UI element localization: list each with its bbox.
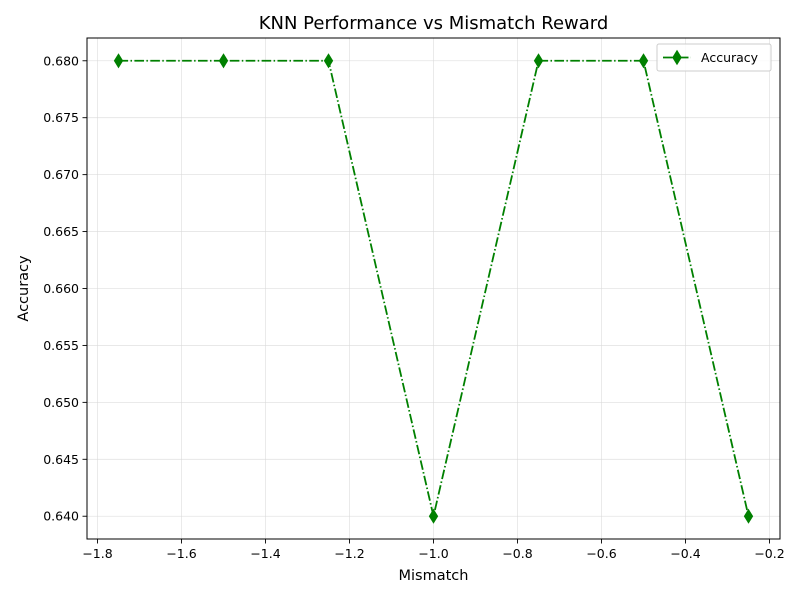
y-tick-label: 0.670 <box>43 167 79 182</box>
data-point <box>533 53 544 69</box>
x-tick-label: −0.4 <box>670 546 700 561</box>
y-tick-label: 0.645 <box>43 452 79 467</box>
y-tick-label: 0.665 <box>43 224 79 239</box>
y-tick-label: 0.640 <box>43 509 79 524</box>
data-point <box>638 53 649 69</box>
x-tick-label: −0.6 <box>586 546 616 561</box>
legend-box <box>656 43 772 72</box>
y-tick-label: 0.680 <box>43 53 79 68</box>
x-tick-label: −1.6 <box>166 546 196 561</box>
data-point <box>743 508 754 524</box>
y-tick-label: 0.650 <box>43 395 79 410</box>
data-point <box>323 53 334 69</box>
chart-title: KNN Performance vs Mismatch Reward <box>259 13 609 34</box>
x-tick-label: −1.4 <box>250 546 280 561</box>
legend-marker-diamond <box>672 49 682 66</box>
x-axis-label: Mismatch <box>399 568 469 584</box>
legend-label: Accuracy <box>701 50 759 65</box>
grid <box>87 38 780 539</box>
data-point <box>428 508 439 524</box>
series-layer <box>113 53 754 524</box>
y-tick-label: 0.675 <box>43 110 79 125</box>
y-axis: 0.640 0.645 0.650 0.655 0.660 0.665 0.670 0.675… <box>43 53 87 524</box>
x-tick-label: −1.8 <box>82 546 112 561</box>
data-point <box>113 53 124 69</box>
y-tick-label: 0.660 <box>43 281 79 296</box>
x-tick-label: −1.0 <box>418 546 448 561</box>
x-tick-label: −0.8 <box>502 546 532 561</box>
data-point <box>218 53 229 69</box>
x-axis: −1.8 −1.6 −1.4 −1.2 −1.0 −0.8 −0.6 −0.4 −0.2 <box>82 539 785 561</box>
x-tick-label: −0.2 <box>754 546 784 561</box>
y-axis-label: Accuracy <box>16 255 32 322</box>
legend: Accuracy <box>656 43 772 72</box>
y-tick-label: 0.655 <box>43 338 79 353</box>
x-tick-label: −1.2 <box>334 546 364 561</box>
